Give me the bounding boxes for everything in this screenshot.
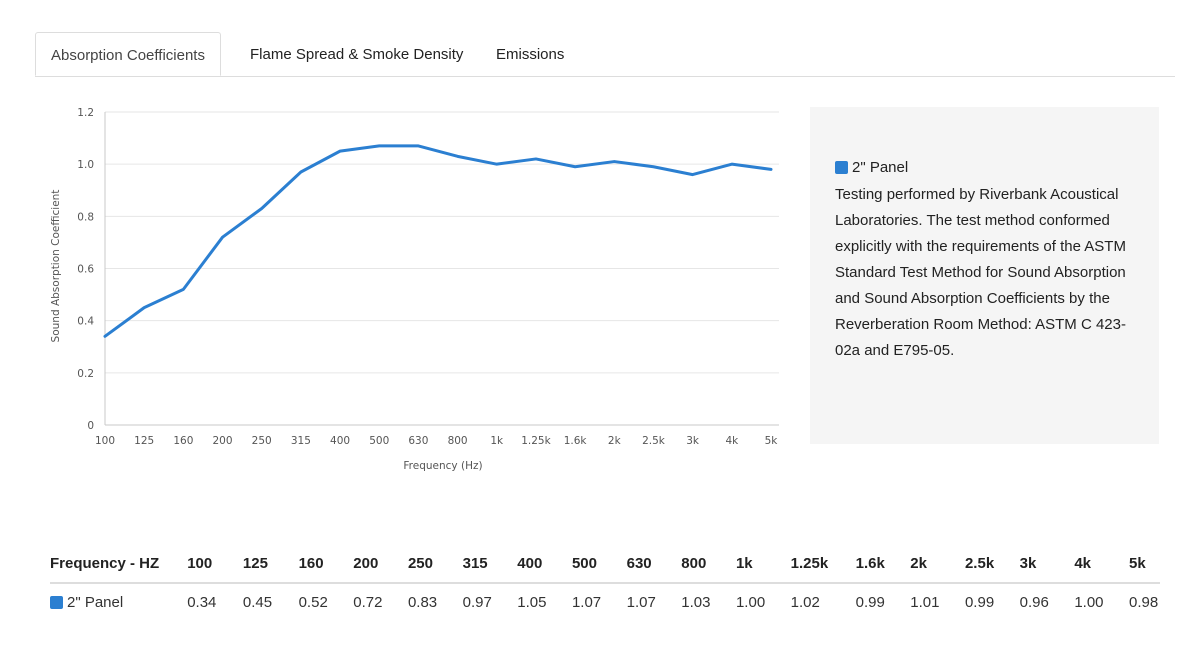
y-tick-label: 1.0 — [77, 159, 94, 171]
table-header-cell: 315 — [462, 548, 518, 584]
table-header-cell: 160 — [298, 548, 354, 584]
row-label-text: 2" Panel — [67, 594, 124, 611]
table-header-row: Frequency - HZ 100 125 160 200 250 315 400 500 6… — [50, 548, 1160, 584]
table-header-cell: 500 — [571, 548, 627, 584]
table-header-cell: 3k — [1019, 548, 1075, 584]
x-tick-label: 800 — [448, 435, 468, 447]
table-cell: 0.97 — [462, 594, 492, 611]
y-tick-label: 0.4 — [77, 316, 94, 328]
x-tick-label: 500 — [369, 435, 389, 447]
x-tick-label: 250 — [252, 435, 272, 447]
grid-lines — [104, 111, 779, 426]
x-tick-label: 315 — [291, 435, 311, 447]
table-header-cell: 5k — [1128, 548, 1160, 584]
table-header-cell: 1.25k — [790, 548, 856, 584]
table-cell: 0.72 — [353, 594, 383, 611]
table-header-cell: 4k — [1074, 548, 1129, 584]
table-cell: 0.52 — [298, 594, 328, 611]
table-header-cell: 630 — [626, 548, 682, 584]
table-cell: 1.07 — [626, 594, 656, 611]
series-line-2in-panel[interactable] — [103, 144, 773, 338]
table-header-cell: 800 — [681, 548, 736, 584]
table-cell: 0.83 — [407, 594, 438, 611]
table-header-cell: 100 — [187, 548, 243, 584]
x-tick-label: 125 — [134, 435, 154, 447]
table-cell: 0.96 — [1019, 594, 1049, 611]
y-tick-label: 0 — [87, 420, 94, 432]
table-header-cell: 2k — [910, 548, 965, 584]
tab-emissions[interactable]: Emissions — [496, 46, 565, 63]
x-tick-label: 630 — [408, 435, 428, 447]
table-header-cell: 1.6k — [855, 548, 911, 584]
y-axis-ticks: 0 0.2 0.4 0.6 0.8 1.0 1.2 — [77, 107, 94, 432]
x-tick-label: 5k — [765, 435, 779, 447]
x-tick-label: 2k — [608, 435, 622, 447]
y-axis-title: Sound Absorption Coefficient — [50, 190, 62, 343]
x-axis-title: Frequency (Hz) — [403, 460, 482, 472]
x-tick-label: 2.5k — [642, 435, 666, 447]
series-swatch — [835, 161, 848, 174]
table-cell: 1.01 — [910, 594, 940, 611]
x-tick-label: 160 — [173, 435, 193, 447]
y-tick-label: 1.2 — [77, 107, 94, 119]
table-cell: 1.07 — [571, 594, 602, 611]
absorption-data-table: Frequency - HZ 100 125 160 200 250 315 400 500 6… — [50, 548, 1160, 617]
tab-bar: Absorption Coefficients Flame Spread & S… — [35, 32, 1175, 77]
table-cell: 0.34 — [187, 594, 217, 611]
table-row: 2" Panel 0.34 0.45 0.52 0.72 0.83 0.97 1.05 1.0… — [50, 583, 1160, 617]
x-axis-ticks: 100 125 160 200 250 315 400 500 630 800 1k 1.25k 1.6… — [95, 435, 778, 447]
test-description: Testing performed by Riverbank Acoustica… — [835, 186, 1126, 359]
table-header-cell: 1k — [735, 548, 791, 584]
tab-absorption-coefficients[interactable]: Absorption Coefficients — [35, 32, 221, 76]
table-cell: 1.00 — [1074, 594, 1104, 611]
table-cell: 1.05 — [517, 594, 547, 611]
series-layer — [103, 144, 773, 338]
table-header-cell: 125 — [242, 548, 299, 584]
table-header-label: Frequency - HZ — [50, 548, 188, 584]
x-tick-label: 1.25k — [521, 435, 551, 447]
absorption-chart: 0 0.2 0.4 0.6 0.8 1.0 1.2 100 125 160 200 250 315 40… — [50, 107, 779, 472]
legend-entry-2in-panel[interactable]: 2" Panel — [835, 159, 1135, 176]
x-tick-label: 3k — [686, 435, 700, 447]
x-tick-label: 1k — [490, 435, 504, 447]
table-header-cell: 250 — [407, 548, 463, 584]
table-header-cell: 200 — [353, 548, 408, 584]
y-tick-label: 0.2 — [77, 368, 94, 380]
table-cell: 0.99 — [964, 594, 995, 611]
y-tick-label: 0.8 — [77, 211, 94, 223]
legend-info-panel: 2" Panel Testing performed by Riverbank … — [810, 107, 1159, 444]
table-cell: 0.45 — [242, 594, 273, 611]
x-tick-label: 200 — [213, 435, 233, 447]
table-header-cell: 400 — [517, 548, 572, 584]
series-swatch — [50, 596, 63, 609]
x-tick-label: 100 — [95, 435, 115, 447]
table-cell: 0.98 — [1128, 594, 1159, 611]
table-cell: 0.99 — [855, 594, 885, 611]
table-header-cell: 2.5k — [964, 548, 1020, 584]
table-row-label: 2" Panel — [50, 583, 187, 617]
x-tick-label: 400 — [330, 435, 350, 447]
table-cell: 1.03 — [681, 594, 711, 611]
legend-label: 2" Panel — [852, 159, 909, 176]
table-cell: 1.00 — [735, 594, 766, 611]
tab-flame-spread-smoke-density[interactable]: Flame Spread & Smoke Density — [250, 46, 464, 63]
table-cell: 1.02 — [790, 594, 820, 611]
y-tick-label: 0.6 — [77, 264, 94, 276]
x-tick-label: 1.6k — [564, 435, 588, 447]
x-tick-label: 4k — [725, 435, 739, 447]
